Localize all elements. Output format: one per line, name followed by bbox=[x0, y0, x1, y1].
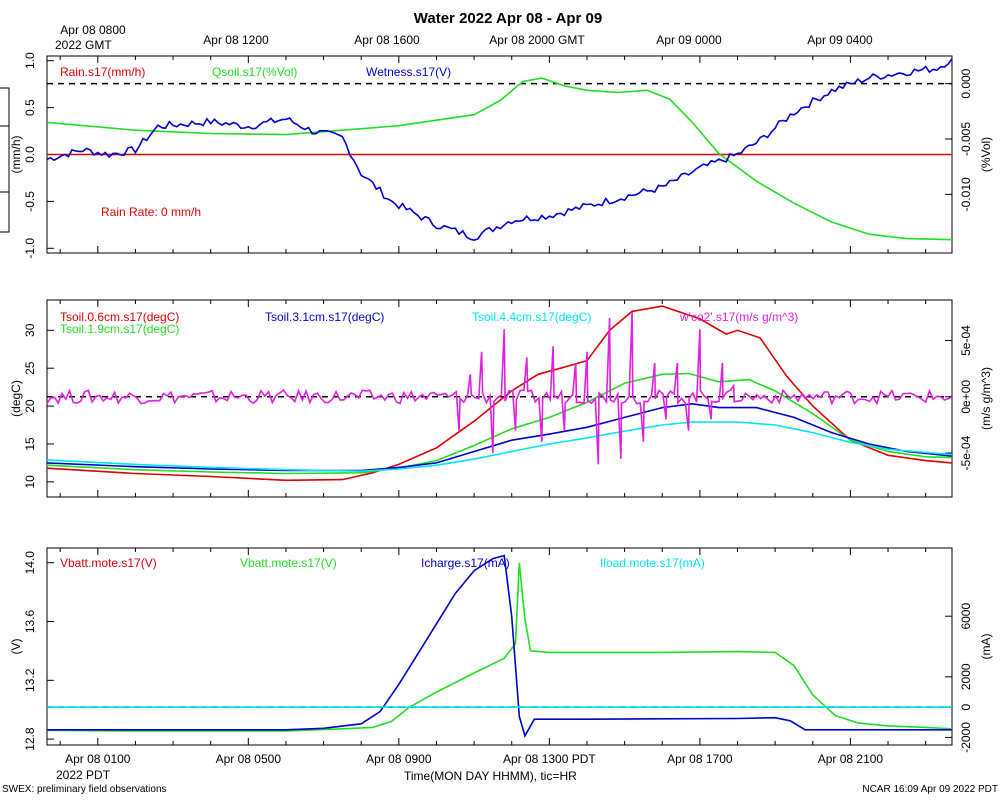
y-tick-label-left: 12.8 bbox=[23, 727, 37, 751]
series-vbatt-mote-s17-v- bbox=[46, 562, 953, 732]
series-qsoil-s17-vol- bbox=[46, 77, 953, 241]
legend-entry: Icharge.s17(mA) bbox=[421, 556, 510, 570]
y-tick-label-right: 0.000 bbox=[959, 68, 973, 98]
y-tick-label-right: -5e-04 bbox=[959, 435, 973, 470]
x-tick-label-top: Apr 08 1600 bbox=[354, 33, 420, 47]
x-tick-label-top: Apr 08 0800 bbox=[60, 23, 126, 37]
y-axis-label-right: (%Vol) bbox=[979, 137, 993, 172]
series-tsoil-4-4cm-s17-degc- bbox=[46, 421, 953, 473]
footer-left: SWEX: preliminary field observations bbox=[2, 784, 167, 795]
y-tick-label-left: 13.6 bbox=[23, 610, 37, 634]
y-tick-label-left: 30 bbox=[23, 323, 37, 337]
y-tick-label-left: -1.0 bbox=[23, 238, 37, 259]
panel-3: 14.0 13.6 13.2 12.8 (V) 6000 2000 0 -2000 (mA) Vba… bbox=[9, 547, 993, 753]
y-tick-label-left: 15 bbox=[23, 437, 37, 451]
legend-entry: w'co2'.s17(m/s g/m^3) bbox=[679, 310, 798, 324]
left-edge-bracket bbox=[0, 87, 10, 233]
footer-right: NCAR 16:09 Apr 09 2022 PDT bbox=[862, 784, 998, 795]
legend-entry: Rain.s17(mm/h) bbox=[60, 65, 145, 79]
y-axis-label-left: (mm/h) bbox=[9, 136, 23, 174]
y-tick-label-right: 2000 bbox=[959, 663, 973, 690]
y-tick-label-left: 20 bbox=[23, 399, 37, 413]
legend-entry: Vbatt.mote.s17(V) bbox=[240, 556, 337, 570]
panel-2: 30 25 20 15 10 (degC) 5e-04 0e+00 -5e-04 (m/s g/m… bbox=[9, 299, 993, 498]
y-tick-label-left: 1.0 bbox=[23, 52, 37, 69]
panel-frame bbox=[46, 299, 953, 498]
series-w-co2-s17-m-s-g-m-3- bbox=[46, 312, 953, 465]
series-wetness-s17-v- bbox=[46, 58, 953, 242]
series-tsoil-3-1cm-s17-degc- bbox=[46, 402, 953, 472]
x-start-label-top: 2022 GMT bbox=[55, 38, 112, 52]
x-tick-label-bottom: Apr 08 2100 bbox=[818, 752, 884, 766]
y-tick-label-left: 25 bbox=[23, 361, 37, 375]
x-tick-label-bottom: Apr 08 1300 PDT bbox=[503, 752, 596, 766]
x-tick-label-bottom: Apr 08 1700 bbox=[667, 752, 733, 766]
y-tick-label-right: 6000 bbox=[959, 603, 973, 630]
x-tick-label-top: Apr 09 0000 bbox=[656, 33, 722, 47]
legend-entry: Qsoil.s17(%Vol) bbox=[212, 65, 297, 79]
y-tick-label-right: 5e-04 bbox=[959, 325, 973, 356]
x-axis-label: Time(MON DAY HHMM), tic=HR bbox=[404, 769, 577, 783]
y-tick-label-left: -0.5 bbox=[23, 191, 37, 212]
y-tick-label-right: -2000 bbox=[959, 722, 973, 753]
x-tick-label-top: Apr 09 0400 bbox=[807, 33, 873, 47]
y-tick-label-left: 14.0 bbox=[23, 551, 37, 575]
y-axis-label-left: (V) bbox=[9, 639, 23, 655]
y-axis-label-left: (degC) bbox=[9, 380, 23, 417]
y-tick-label-right: -0.005 bbox=[959, 122, 973, 156]
x-tick-label-top: Apr 08 1200 bbox=[203, 33, 269, 47]
y-tick-label-right: 0e+00 bbox=[959, 380, 973, 414]
y-tick-label-right: -0.010 bbox=[959, 177, 973, 211]
x-tick-label-top: Apr 08 2000 GMT bbox=[489, 33, 585, 47]
y-tick-label-left: 13.2 bbox=[23, 668, 37, 692]
chart-title: Water 2022 Apr 08 - Apr 09 bbox=[414, 10, 602, 27]
y-tick-label-left: 0.0 bbox=[23, 146, 37, 163]
legend-entry: Tsoil.4.4cm.s17(degC) bbox=[472, 310, 591, 324]
series-tsoil-1-9cm-s17-degc- bbox=[46, 372, 953, 475]
series-tsoil-0-6cm-s17-degc- bbox=[46, 305, 953, 482]
panel-frame bbox=[46, 547, 953, 746]
x-start-label-bottom: 2022 PDT bbox=[56, 768, 111, 782]
x-tick-label-bottom: Apr 08 0100 bbox=[65, 752, 131, 766]
top-gmt-axis: Apr 08 0800 Apr 08 1200 Apr 08 1600 Apr 08 … bbox=[55, 23, 873, 52]
legend-entry: Iload.mote.s17(mA) bbox=[600, 556, 705, 570]
y-axis-label-right: (m/s g/m^3) bbox=[979, 367, 993, 430]
x-tick-label-bottom: Apr 08 0500 bbox=[216, 752, 282, 766]
legend-entry: Wetness.s17(V) bbox=[366, 65, 451, 79]
legend-entry: Tsoil.1.9cm.s17(degC) bbox=[60, 322, 179, 336]
legend-entry: Tsoil.3.1cm.s17(degC) bbox=[265, 310, 384, 324]
y-axis-label-right: (mA) bbox=[979, 634, 993, 660]
legend-entry: Tsoil.0.6cm.s17(degC) bbox=[60, 310, 179, 324]
panel-1: 1.0 0.5 0.0 -0.5 -1.0 (mm/h) 0.000 -0.005 -0.010… bbox=[9, 52, 993, 259]
y-tick-label-right: 0 bbox=[959, 703, 973, 710]
rain-rate-annotation: Rain Rate: 0 mm/h bbox=[101, 205, 201, 219]
y-tick-label-left: 10 bbox=[23, 475, 37, 489]
x-tick-label-bottom: Apr 08 0900 bbox=[366, 752, 432, 766]
legend-entry: Vbatt.mote.s17(V) bbox=[60, 556, 157, 570]
y-tick-label-left: 0.5 bbox=[23, 99, 37, 116]
series-icharge-s17-ma- bbox=[47, 554, 952, 738]
bottom-pdt-axis: Apr 08 0100 Apr 08 0500 Apr 08 0900 Apr 08 … bbox=[56, 752, 883, 782]
